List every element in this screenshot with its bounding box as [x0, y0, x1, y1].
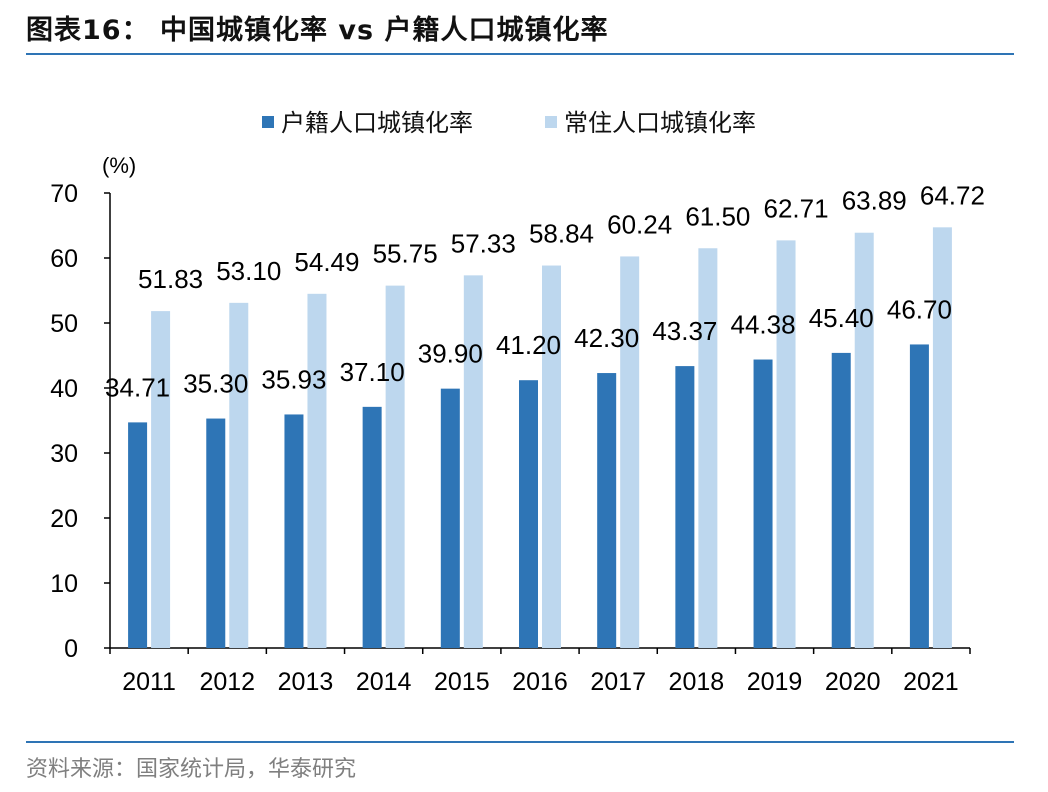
data-label-resident-2012: 53.10	[216, 256, 281, 286]
bar-resident-2017	[620, 256, 640, 648]
y-tick-label: 40	[50, 375, 78, 403]
chart-bars	[128, 227, 952, 648]
chart-data-labels: 34.71 35.30 35.93 37.10 39.90 41.20 42.30 43.37…	[105, 180, 985, 402]
x-tick-label: 2020	[825, 668, 881, 696]
bar-hukou-2017	[597, 373, 617, 648]
bar-hukou-2011	[128, 422, 148, 648]
data-label-resident-2017: 60.24	[607, 209, 672, 239]
data-label-hukou-2015: 39.90	[418, 339, 483, 369]
footer-divider	[26, 741, 1014, 743]
bar-resident-2015	[463, 275, 483, 648]
y-axis-unit: (%)	[102, 153, 136, 178]
data-label-resident-2011: 51.83	[138, 264, 203, 294]
bar-resident-2018	[698, 248, 718, 648]
bar-resident-2016	[542, 265, 561, 648]
x-tick-label: 2013	[278, 668, 334, 696]
y-tick-label: 60	[50, 245, 78, 273]
x-tick-label: 2017	[590, 668, 646, 696]
legend-label-resident: 常住人口城镇化率	[564, 109, 756, 137]
bar-resident-2020	[854, 232, 874, 648]
bar-chart: 户籍人口城镇化率 常住人口城镇化率 (%) 0 10 20 30 40 50 60 70 201…	[50, 109, 985, 696]
x-tick-label: 2012	[199, 668, 255, 696]
bar-resident-2021	[932, 227, 952, 648]
bar-hukou-2021	[909, 344, 929, 648]
data-label-hukou-2020: 45.40	[809, 303, 874, 333]
data-label-resident-2021: 64.72	[920, 180, 985, 210]
data-label-hukou-2017: 42.30	[574, 323, 639, 353]
data-label-hukou-2016: 41.20	[496, 330, 561, 360]
data-label-hukou-2018: 43.37	[652, 316, 717, 346]
x-tick-label: 2021	[903, 668, 959, 696]
x-tick-label: 2014	[356, 668, 412, 696]
x-tick-label: 2011	[122, 668, 176, 696]
y-tick-label: 0	[64, 635, 78, 663]
bar-resident-2012	[229, 302, 249, 648]
data-label-hukou-2011: 34.71	[105, 372, 170, 402]
x-tick-label: 2018	[669, 668, 725, 696]
data-label-resident-2015: 57.33	[451, 228, 516, 258]
y-tick-label: 30	[50, 440, 78, 468]
title-divider	[26, 53, 1014, 55]
bar-resident-2013	[307, 293, 327, 648]
x-tick-label: 2019	[747, 668, 803, 696]
data-label-resident-2019: 62.71	[764, 193, 829, 223]
bar-hukou-2016	[519, 380, 538, 648]
bar-hukou-2019	[753, 359, 773, 648]
data-label-resident-2016: 58.84	[529, 219, 594, 249]
bar-resident-2019	[776, 240, 796, 648]
legend-label-hukou: 户籍人口城镇化率	[281, 109, 473, 137]
chart-legend: 户籍人口城镇化率 常住人口城镇化率	[262, 109, 756, 137]
chart-axes: 0 10 20 30 40 50 60 70 2011 2012 2013 2014 2015 2016 2…	[50, 180, 971, 696]
bar-hukou-2012	[206, 418, 226, 648]
y-tick-label: 50	[50, 310, 78, 338]
bar-resident-2011	[151, 311, 171, 648]
data-label-hukou-2019: 44.38	[731, 310, 796, 340]
bar-hukou-2015	[440, 388, 460, 648]
data-label-hukou-2012: 35.30	[183, 369, 248, 399]
bar-hukou-2014	[362, 406, 382, 648]
data-label-hukou-2013: 35.93	[261, 364, 326, 394]
source-note: 资料来源：国家统计局，华泰研究	[26, 757, 357, 782]
bar-hukou-2013	[284, 414, 304, 648]
data-label-resident-2014: 55.75	[373, 239, 438, 269]
legend-swatch-resident	[545, 116, 557, 128]
figure-title: 图表16： 中国城镇化率 vs 户籍人口城镇化率	[26, 15, 609, 46]
x-tick-label: 2016	[512, 668, 568, 696]
legend-swatch-hukou	[262, 116, 274, 128]
data-label-resident-2018: 61.50	[685, 201, 750, 231]
y-tick-label: 20	[50, 505, 78, 533]
data-label-hukou-2014: 37.10	[340, 357, 405, 387]
bar-resident-2014	[385, 285, 405, 648]
y-tick-label: 70	[50, 180, 78, 208]
bar-hukou-2018	[675, 366, 695, 648]
data-label-resident-2013: 54.49	[294, 247, 359, 277]
data-label-hukou-2021: 46.70	[887, 294, 952, 324]
bar-hukou-2020	[831, 352, 851, 648]
x-tick-label: 2015	[434, 668, 490, 696]
data-label-resident-2020: 63.89	[842, 186, 907, 216]
y-tick-label: 10	[50, 570, 78, 598]
